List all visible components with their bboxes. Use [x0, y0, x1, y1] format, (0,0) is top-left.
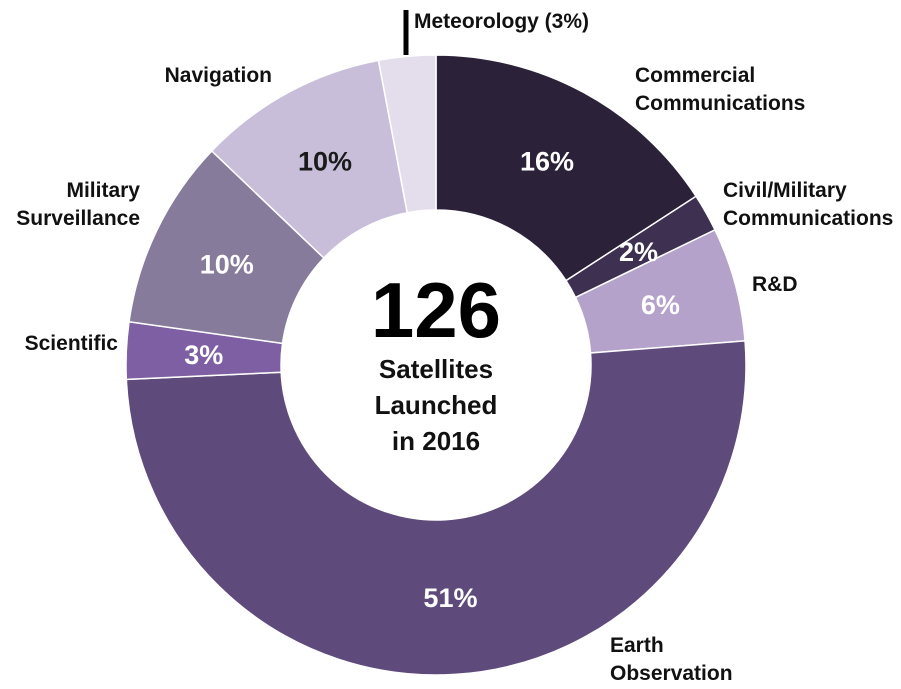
slices-layer — [125, 54, 747, 676]
percent-label-navigation: 10% — [298, 147, 352, 177]
center-text: 126 Satellites Launched in 2016 — [371, 266, 501, 456]
category-label-line: Communications — [723, 207, 893, 230]
category-label-earth-observation: Earth Observation — [610, 634, 733, 685]
category-label-line: Military — [66, 179, 140, 202]
category-labels-layer: Commercial Communications Civil/Military Co… — [16, 10, 893, 685]
percent-label-scientific: 3% — [184, 340, 223, 370]
category-label-line: Surveillance — [16, 207, 140, 230]
slice-earth-observation — [125, 340, 747, 676]
center-line-1: Satellites — [379, 354, 493, 384]
category-label-line: Commercial — [635, 64, 755, 87]
category-label-military-surveillance: Military Surveillance — [16, 179, 140, 230]
center-line-3: in 2016 — [392, 426, 480, 456]
percent-label-commercial-communications: 16% — [520, 147, 574, 177]
category-label-scientific: Scientific — [25, 332, 119, 355]
category-label-line: Earth — [610, 634, 664, 657]
category-label-r-d: R&D — [752, 273, 798, 296]
category-label-line: R&D — [752, 273, 798, 296]
center-line-2: Launched — [375, 390, 498, 420]
category-label-line: Scientific — [25, 332, 119, 355]
category-label-line: Communications — [635, 92, 805, 115]
percent-labels-layer: 16% 2% 6% 51% 3% 10% 10% — [184, 147, 680, 613]
percent-label-earth-observation: 51% — [423, 583, 477, 613]
category-label-navigation: Navigation — [165, 64, 272, 87]
percent-label-r-d: 6% — [641, 290, 680, 320]
category-label-line: Observation — [610, 662, 733, 685]
category-label-line: Navigation — [165, 64, 272, 87]
category-label-commercial-communications: Commercial Communications — [635, 64, 805, 115]
category-label-meteorology: Meteorology (3%) — [414, 10, 589, 33]
category-label-line: Civil/Military — [723, 179, 847, 202]
slice-meteorology — [377, 54, 437, 214]
center-total: 126 — [371, 266, 501, 354]
category-label-line: Meteorology (3%) — [414, 10, 589, 33]
percent-label-military-surveillance: 10% — [200, 250, 254, 280]
slice-commercial-communications — [435, 54, 698, 282]
percent-label-civil-military-communications: 2% — [619, 237, 658, 267]
category-label-civil-military-communications: Civil/Military Communications — [723, 179, 893, 230]
